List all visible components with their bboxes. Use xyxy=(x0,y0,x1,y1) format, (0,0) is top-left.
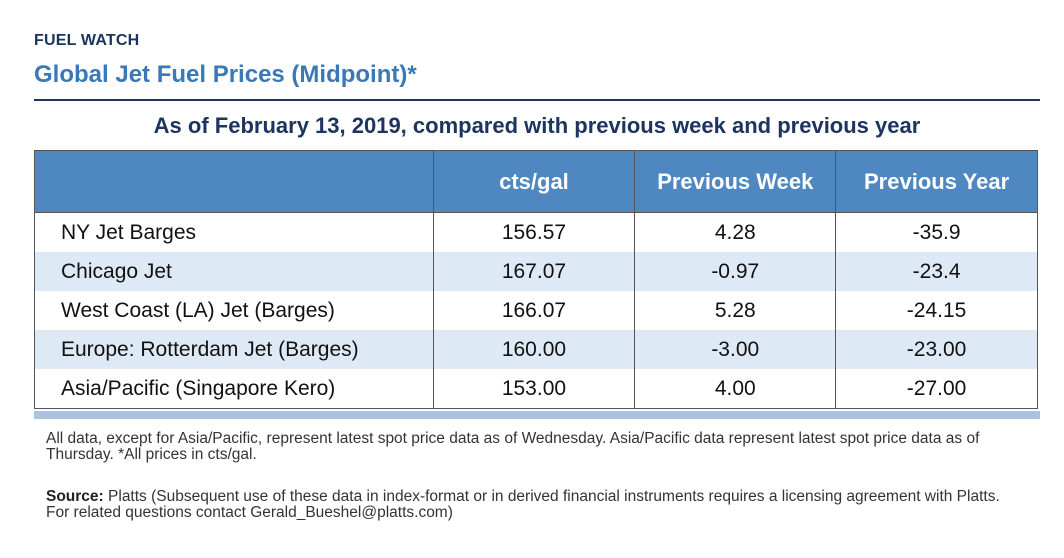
row-label: Chicago Jet xyxy=(34,252,434,291)
row-label: NY Jet Barges xyxy=(34,212,434,252)
column-header: cts/gal xyxy=(432,150,635,213)
kicker: FUEL WATCH xyxy=(34,32,140,49)
title: Global Jet Fuel Prices (Midpoint)* xyxy=(34,61,417,88)
price-cell: 4.00 xyxy=(634,369,836,409)
price-cell: 153.00 xyxy=(432,369,635,409)
table-row: Europe: Rotterdam Jet (Barges) 160.00 -3.0… xyxy=(34,330,1038,369)
price-cell: -3.00 xyxy=(634,330,836,369)
table-row: Asia/Pacific (Singapore Kero) 153.00 4.00-… xyxy=(34,369,1038,409)
table-bottom-bar xyxy=(34,411,1040,419)
source: Source: Platts (Subsequent use of these … xyxy=(46,489,1006,521)
price-cell: -23.00 xyxy=(835,330,1038,369)
price-cell: -35.9 xyxy=(835,212,1038,252)
price-cell: 166.07 xyxy=(432,291,635,330)
table-row: Chicago Jet 167.07 -0.97 -23.4 xyxy=(34,252,1038,291)
price-cell: 4.28 xyxy=(634,212,836,252)
table-row: NY Jet Barges 156.57 4.28 -35.9 xyxy=(34,212,1038,252)
price-cell: -0.97 xyxy=(634,252,836,291)
source-text: Platts (Subsequent use of these data in … xyxy=(46,488,1000,521)
source-label: Source: xyxy=(46,488,104,505)
table-body: NY Jet Barges 156.57 4.28 -35.9 Chicago Jet 1… xyxy=(34,212,1038,409)
subtitle: As of February 13, 2019, compared with p… xyxy=(153,113,921,138)
row-label: Europe: Rotterdam Jet (Barges) xyxy=(34,330,434,369)
note: All data, except for Asia/Pacific, repre… xyxy=(46,430,980,463)
title-rule xyxy=(34,99,1040,101)
price-table: cts/gal Previous Week Previous Year NY Jet… xyxy=(34,150,1038,409)
row-label: Asia/Pacific (Singapore Kero) xyxy=(34,369,434,409)
price-cell: 5.28 xyxy=(634,291,836,330)
column-header: Previous Week xyxy=(634,150,836,213)
price-cell: 167.07 xyxy=(432,252,635,291)
price-cell: -24.15 xyxy=(835,291,1038,330)
price-cell: 160.00 xyxy=(432,330,635,369)
column-header: Previous Year xyxy=(835,150,1038,213)
price-cell: -23.4 xyxy=(835,252,1038,291)
row-label: West Coast (LA) Jet (Barges) xyxy=(34,291,434,330)
header-cell xyxy=(34,150,434,213)
price-cell: -27.00 xyxy=(835,369,1038,409)
price-cell: 156.57 xyxy=(432,212,635,252)
header-row: cts/gal Previous Week Previous Year xyxy=(34,150,1038,213)
table-row: West Coast (LA) Jet (Barges) 166.07 5.28 -2… xyxy=(34,291,1038,330)
